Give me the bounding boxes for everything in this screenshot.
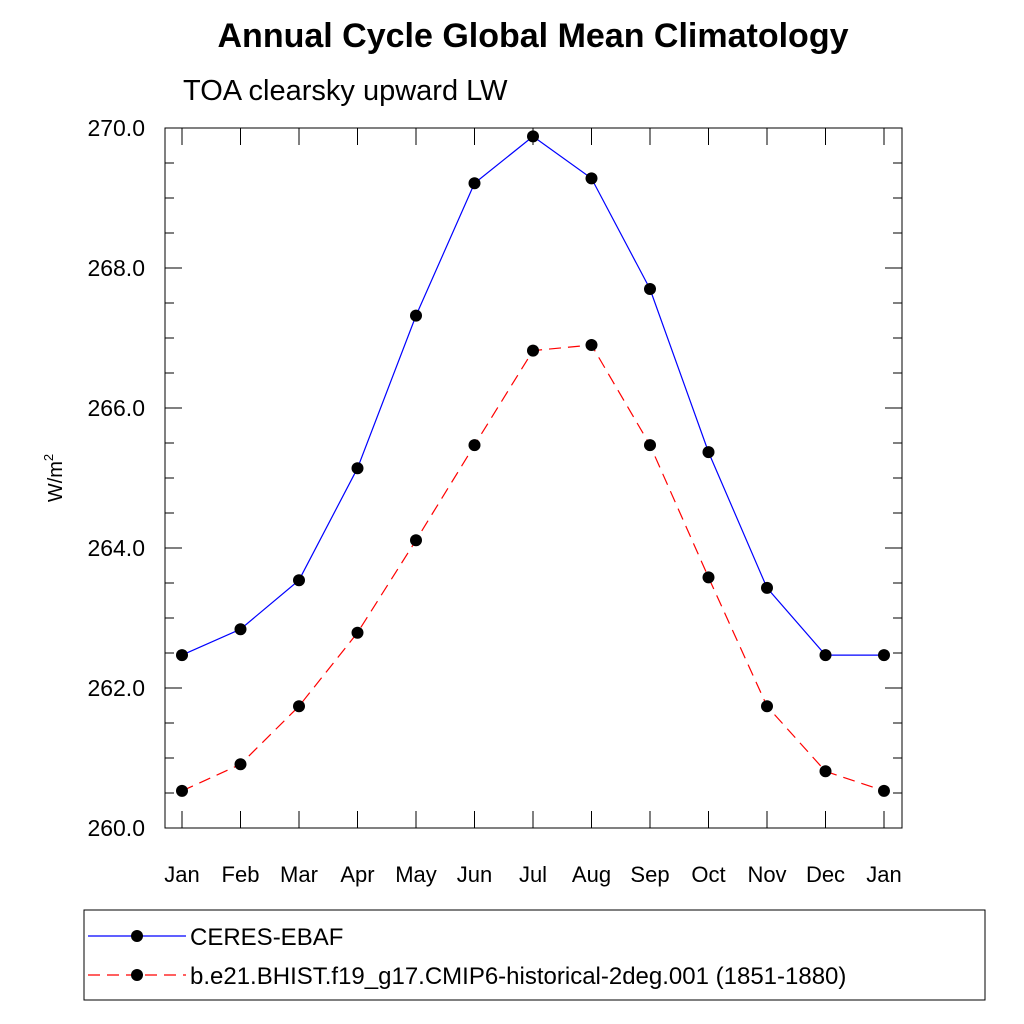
y-axis-label-base: W/m bbox=[45, 461, 67, 502]
x-tick-label: Aug bbox=[572, 862, 611, 887]
series-1-point bbox=[410, 309, 422, 322]
series-2-point bbox=[878, 784, 890, 797]
y-tick-label: 268.0 bbox=[87, 255, 145, 281]
y-tick-label: 260.0 bbox=[87, 815, 145, 841]
y-tick-labels: 260.0 262.0 264.0 266.0 268.0 270.0 bbox=[87, 115, 145, 841]
x-tick-label: Oct bbox=[691, 862, 725, 887]
x-tick-label: Jan bbox=[866, 862, 901, 887]
x-tick-label: Sep bbox=[630, 862, 669, 887]
series-2-point bbox=[176, 784, 188, 797]
x-tick-label: Jan bbox=[164, 862, 199, 887]
series-1-point bbox=[293, 574, 305, 587]
legend-label-1: CERES-EBAF bbox=[190, 924, 343, 951]
series-1-point bbox=[819, 649, 832, 662]
series-1-point bbox=[702, 446, 715, 459]
x-tick-label: Mar bbox=[280, 862, 318, 887]
legend: CERES-EBAF b.e21.BHIST.f19_g17.CMIP6-hist… bbox=[88, 924, 846, 990]
y-axis-label: W/m2 bbox=[41, 454, 67, 502]
series-2-point bbox=[585, 339, 598, 351]
series-2-point bbox=[644, 439, 656, 452]
axis-ticks bbox=[165, 127, 902, 829]
series-1-point bbox=[351, 462, 364, 475]
legend-swatch-marker-1 bbox=[131, 930, 143, 942]
x-tick-label: May bbox=[395, 862, 437, 887]
series-2-point bbox=[234, 758, 247, 771]
series-1-point bbox=[878, 649, 890, 662]
legend-swatch-marker-2 bbox=[131, 969, 143, 981]
legend-label-2: b.e21.BHIST.f19_g17.CMIP6-historical-2de… bbox=[190, 963, 846, 990]
series-2-point bbox=[293, 700, 305, 713]
x-tick-label: Dec bbox=[806, 862, 845, 887]
series-2-point bbox=[527, 344, 539, 357]
series-1-point bbox=[176, 649, 188, 662]
svg-text:W/m2: W/m2 bbox=[41, 454, 67, 502]
series-2-point bbox=[761, 700, 773, 713]
series-1-point bbox=[761, 581, 773, 594]
y-tick-label: 270.0 bbox=[87, 115, 145, 141]
series-line-2 bbox=[181, 344, 885, 792]
plot-frame bbox=[164, 127, 903, 829]
x-tick-label: Feb bbox=[222, 862, 260, 887]
series-2-point bbox=[351, 626, 364, 639]
legend-box bbox=[83, 909, 986, 1001]
series-1-point bbox=[527, 130, 539, 143]
y-axis-label-superscript: 2 bbox=[41, 454, 56, 461]
series-1-point bbox=[585, 172, 598, 185]
x-tick-labels: Jan Feb Mar Apr May Jun Jul Aug Sep Oct Nov Dec Jan bbox=[164, 862, 901, 887]
series-2-point bbox=[410, 534, 422, 547]
y-tick-label: 262.0 bbox=[87, 675, 145, 701]
series-line-1 bbox=[181, 135, 884, 656]
chart-subtitle: TOA clearsky upward LW bbox=[183, 75, 508, 107]
series-2-point bbox=[468, 439, 481, 452]
series-2-point bbox=[702, 571, 715, 584]
series-lines bbox=[181, 135, 885, 792]
series-1-point bbox=[644, 283, 656, 295]
series-markers bbox=[176, 130, 890, 797]
chart-title: Annual Cycle Global Mean Climatology bbox=[218, 17, 849, 55]
y-tick-label: 264.0 bbox=[87, 535, 145, 561]
y-tick-label: 266.0 bbox=[87, 395, 145, 421]
x-tick-label: Jul bbox=[519, 862, 547, 887]
series-1-point bbox=[468, 177, 481, 190]
x-tick-label: Nov bbox=[747, 862, 786, 887]
series-2-point bbox=[819, 765, 832, 778]
x-tick-label: Apr bbox=[340, 862, 374, 887]
x-tick-label: Jun bbox=[457, 862, 492, 887]
series-1-point bbox=[234, 623, 247, 636]
